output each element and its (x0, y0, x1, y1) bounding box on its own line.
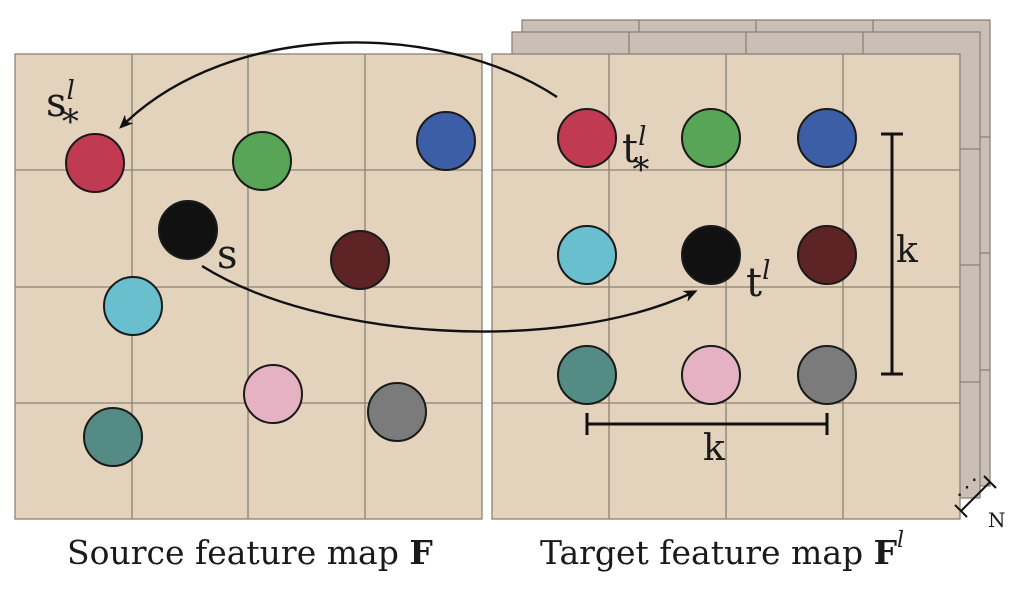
arrow-target-to-source (119, 41, 558, 129)
source-point-black (158, 200, 218, 260)
target-point-black (681, 225, 741, 285)
target-points (557, 108, 857, 405)
source-point-red (65, 133, 125, 193)
k-bracket-horizontal (585, 413, 829, 435)
target-point-red (557, 108, 617, 168)
label-t: tl (746, 256, 770, 306)
target-point-maroon (797, 225, 857, 285)
target-point-blue (797, 108, 857, 168)
caption-source-map: Source feature map F (67, 533, 433, 572)
n-bracket (954, 475, 997, 518)
target-point-cyan (557, 225, 617, 285)
source-point-pink (243, 364, 303, 424)
source-point-maroon (330, 230, 390, 290)
target-point-pink (681, 345, 741, 405)
target-feature-map (491, 53, 961, 520)
label-t-star: tl * (622, 122, 649, 190)
stack-ellipsis: ⋰ (956, 475, 978, 500)
k-bracket-vertical (881, 132, 903, 376)
source-point-green (232, 131, 292, 191)
caption-target-map: Target feature map Fl (540, 528, 904, 572)
source-point-gray (367, 382, 427, 442)
source-point-cyan (103, 276, 163, 336)
target-point-gray (797, 345, 857, 405)
label-k-horizontal: k (703, 428, 726, 469)
target-point-green (681, 108, 741, 168)
source-point-blue (416, 111, 476, 171)
label-s-star: sl * (46, 76, 79, 142)
label-k-vertical: k (896, 230, 919, 271)
n-label: N (988, 508, 1006, 532)
source-points (65, 111, 476, 467)
arrow-source-to-target (201, 264, 698, 333)
label-s: s (217, 232, 238, 278)
source-point-teal (83, 407, 143, 467)
source-feature-map (14, 53, 483, 520)
target-point-teal (557, 345, 617, 405)
